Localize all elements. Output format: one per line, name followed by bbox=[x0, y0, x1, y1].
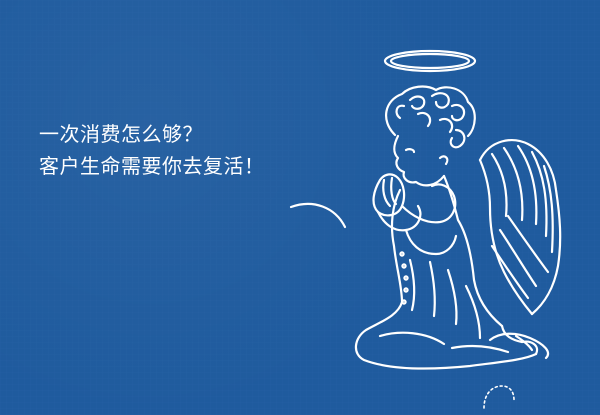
headline-line-1: 一次消费怎么够？ bbox=[39, 122, 203, 146]
headline-text: 一次消费怎么够？ 客户生命需要你去复活！ bbox=[39, 118, 265, 182]
praying-angel-illustration bbox=[354, 49, 562, 370]
loading-spinner-icon bbox=[483, 385, 515, 409]
halo-icon bbox=[383, 49, 477, 73]
headline-line-2: 客户生命需要你去复活！ bbox=[39, 154, 265, 178]
speech-curve-mark bbox=[289, 202, 347, 229]
